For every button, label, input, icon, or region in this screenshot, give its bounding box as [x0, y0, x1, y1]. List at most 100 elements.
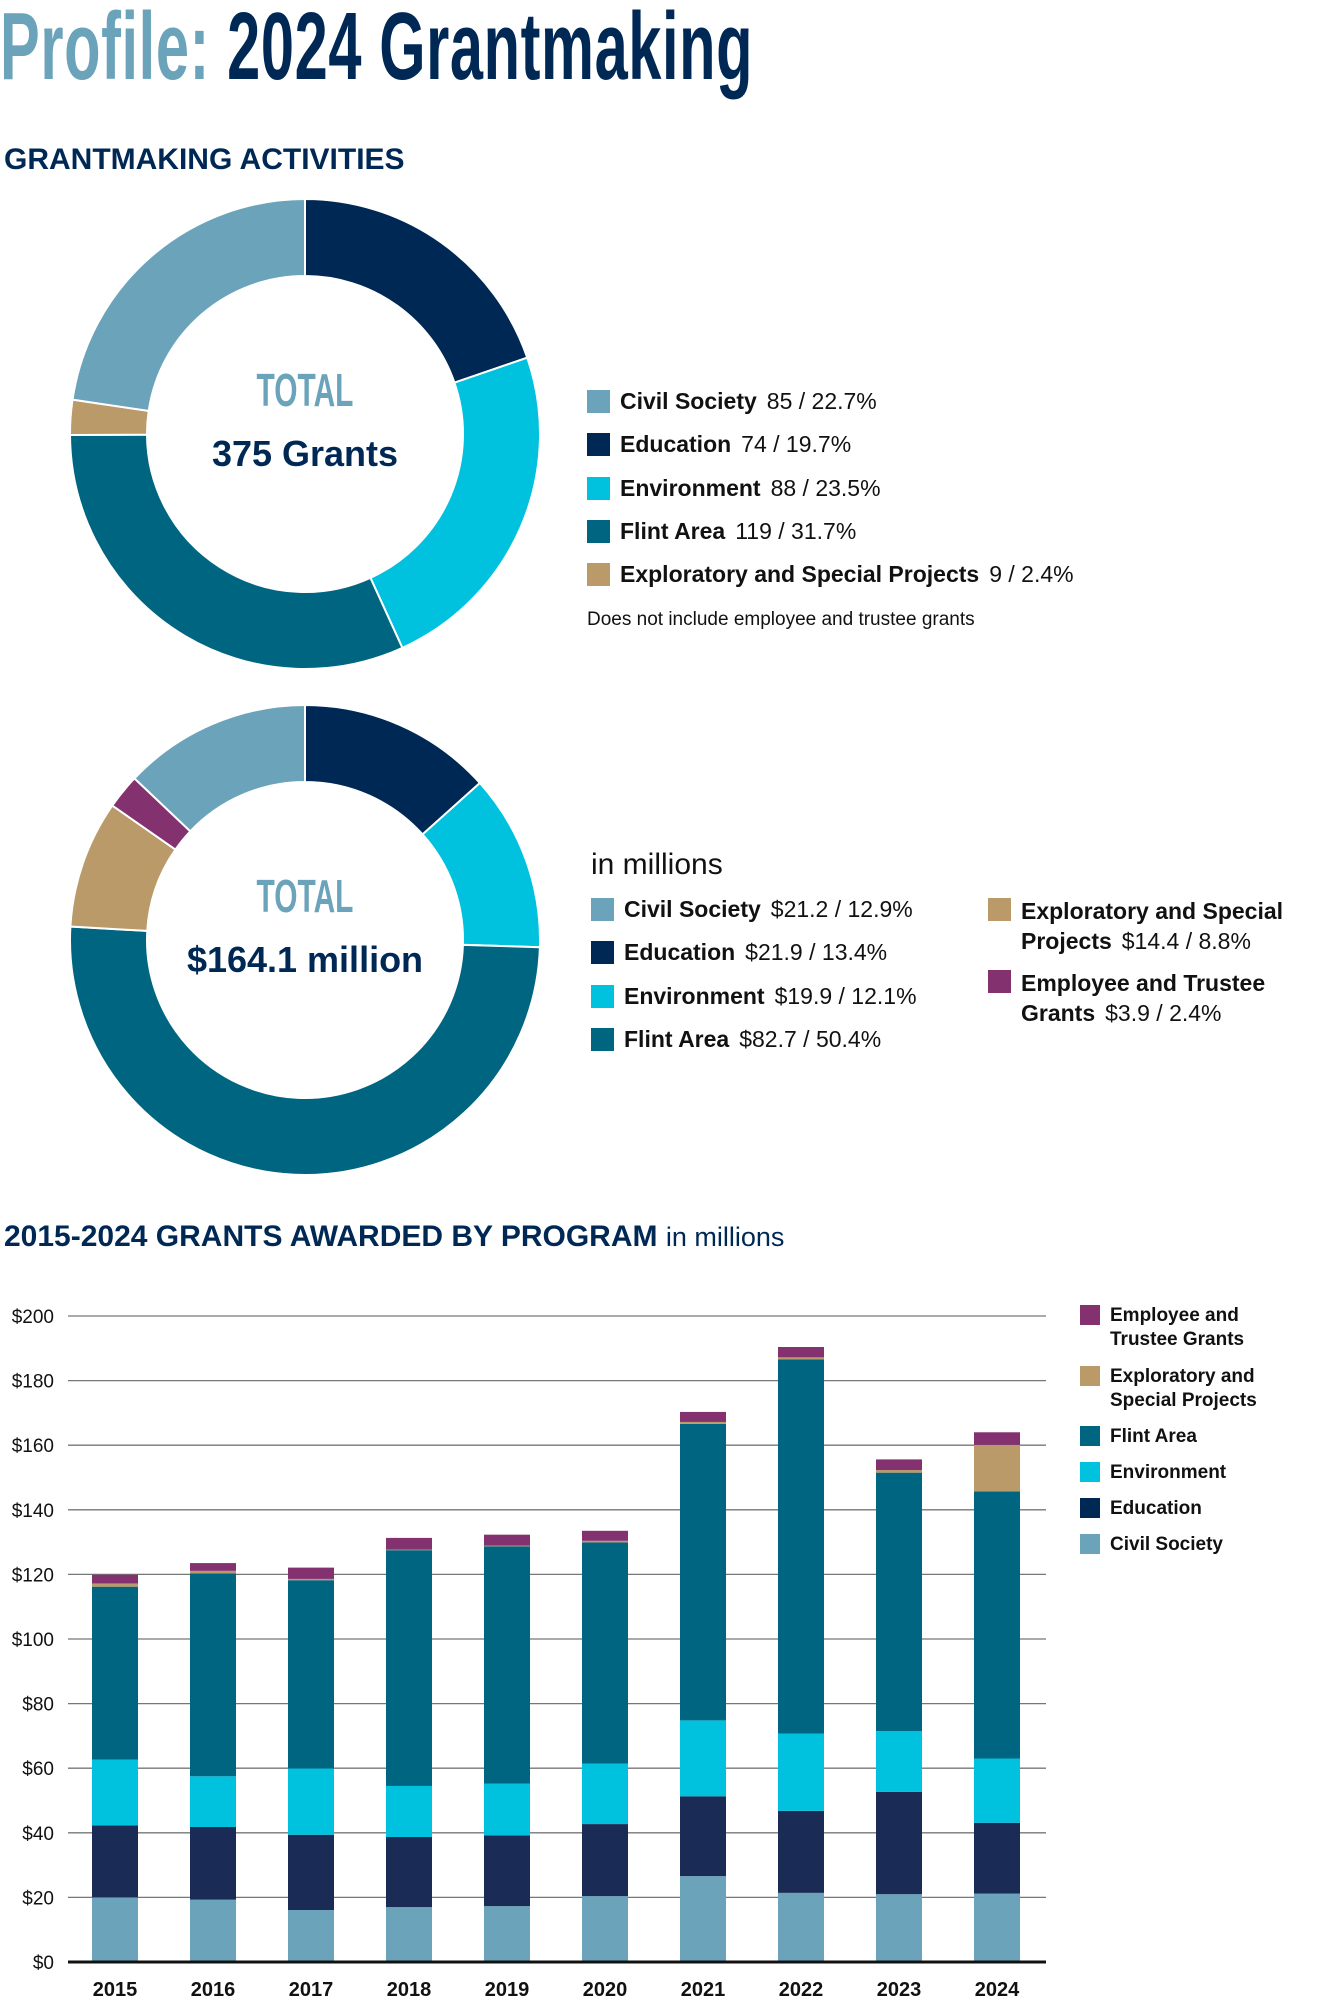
bar-segment-civil_society-2015: [92, 1897, 138, 1962]
legend-text: Education: [1110, 1497, 1212, 1521]
legend-text: Employee and Trustee Grants: [1110, 1304, 1280, 1352]
amount-unit: in millions: [591, 848, 723, 881]
bar-segment-education-2017: [288, 1834, 334, 1910]
bar-segment-education-2022: [778, 1810, 824, 1893]
legend-label: Exploratory and Special Projects: [1110, 1366, 1257, 1411]
legend-value: 9 / 2.4%: [989, 561, 1074, 588]
bar-segment-education-2021: [680, 1796, 726, 1877]
legend-text: Flint Area $82.7 / 50.4%: [624, 1026, 881, 1053]
donut-slice-environment: [369, 356, 541, 650]
bar-segment-education-2018: [386, 1836, 432, 1908]
bar-segment-flint_area-2024: [974, 1491, 1020, 1759]
legend-text: Education 74 / 19.7%: [620, 431, 851, 458]
bar-segment-civil_society-2023: [876, 1894, 922, 1962]
legend-text: Exploratory and Special Projects: [1110, 1365, 1280, 1413]
y-tick-label: $180: [12, 1372, 54, 1393]
bar-segment-exploratory-2015: [92, 1583, 138, 1587]
legend-value: $21.2 / 12.9%: [770, 896, 913, 922]
legend-item-environment: Environment 88 / 23.5%: [587, 475, 881, 502]
bar-segment-civil_society-2022: [778, 1892, 824, 1962]
bar-segment-education-2019: [484, 1835, 530, 1907]
legend-value: $21.9 / 13.4%: [745, 939, 888, 966]
bar-segment-employee_trustee-2015: [92, 1574, 138, 1584]
bar-segment-exploratory-2017: [288, 1578, 334, 1581]
legend-text: Flint Area: [1110, 1425, 1207, 1449]
bar-chart-heading: 2015-2024 GRANTS AWARDED BY PROGRAM in m…: [4, 1220, 784, 1254]
legend-swatch: [1080, 1498, 1100, 1518]
legend-label: Employee and Trustee Grants: [1021, 970, 1266, 1026]
bar-segment-exploratory-2020: [582, 1540, 628, 1543]
bar-segment-employee_trustee-2017: [288, 1567, 334, 1579]
bar-segment-employee_trustee-2023: [876, 1459, 922, 1471]
legend-swatch: [587, 563, 610, 587]
legend-text: Civil Society $21.2 / 12.9%: [624, 896, 913, 923]
y-tick-label: $140: [12, 1501, 54, 1522]
legend-text: Civil Society 85 / 22.7%: [620, 388, 877, 415]
x-tick-label: 2016: [191, 1979, 236, 2000]
legend-swatch: [988, 898, 1011, 921]
bar-segment-exploratory-2022: [778, 1357, 824, 1360]
legend-item-exploratory: Exploratory and Special Projects 9 / 2.4%: [587, 561, 1074, 588]
bar-segment-environment-2024: [974, 1758, 1020, 1823]
legend-value: 85 / 22.7%: [766, 388, 877, 414]
bar-segment-employee_trustee-2024: [974, 1432, 1020, 1445]
legend-item-environment: Environment $19.9 / 12.1%: [591, 983, 917, 1010]
legend-label: Employee and Trustee Grants: [1110, 1305, 1245, 1350]
bar-segment-environment-2016: [190, 1776, 236, 1827]
legend-text: Exploratory and Special Projects $14.4 / …: [1021, 896, 1318, 956]
legend-item-education: Education 74 / 19.7%: [587, 431, 851, 458]
legend-swatch: [1080, 1462, 1100, 1482]
legend-value: $3.9 / 2.4%: [1105, 1000, 1222, 1026]
legend-text: Employee and Trustee Grants $3.9 / 2.4%: [1021, 968, 1318, 1028]
legend-value: 119 / 31.7%: [735, 517, 857, 544]
bar-segment-civil_society-2020: [582, 1896, 628, 1962]
legend-swatch: [587, 433, 610, 457]
bar-segment-environment-2018: [386, 1785, 432, 1837]
legend-swatch: [1080, 1534, 1100, 1554]
y-tick-label: $160: [12, 1436, 54, 1457]
y-tick-label: $200: [12, 1307, 54, 1328]
legend-label: Exploratory and Special Projects: [1021, 898, 1284, 954]
x-tick-label: 2022: [779, 1979, 824, 2000]
legend-label: Education: [620, 431, 732, 458]
bar-segment-flint_area-2020: [582, 1542, 628, 1764]
legend-label: Environment: [620, 474, 761, 501]
legend-text: Exploratory and Special Projects 9 / 2.4%: [620, 561, 1074, 588]
x-tick-label: 2017: [289, 1979, 334, 2000]
donut-total-value: $164.1 million: [187, 939, 423, 980]
legend-label: Civil Society: [620, 388, 757, 414]
x-tick-label: 2019: [485, 1979, 530, 2000]
legend-label: Education: [624, 939, 736, 966]
bar-segment-exploratory-2021: [680, 1421, 726, 1424]
bar-segment-civil_society-2018: [386, 1907, 432, 1962]
bar-segment-flint_area-2015: [92, 1586, 138, 1760]
bar-segment-exploratory-2019: [484, 1545, 530, 1547]
donut-total-value: 375 Grants: [212, 433, 398, 474]
bar-segment-education-2015: [92, 1825, 138, 1898]
legend-label: Civil Society: [1110, 1534, 1223, 1555]
bar-segment-civil_society-2019: [484, 1906, 530, 1962]
bar-chart-title: 2015-2024 GRANTS AWARDED BY PROGRAM: [4, 1220, 658, 1253]
x-tick-label: 2023: [877, 1979, 922, 2000]
legend-swatch: [587, 390, 610, 413]
bar-segment-employee_trustee-2018: [386, 1537, 432, 1550]
legend-swatch: [1080, 1426, 1100, 1446]
donut-slice-civil_society: [133, 703, 306, 833]
legend-item-environment: Environment: [1080, 1461, 1280, 1485]
bar-segment-civil_society-2017: [288, 1909, 334, 1962]
bar-segment-flint_area-2016: [190, 1573, 236, 1777]
y-tick-label: $40: [22, 1824, 54, 1845]
legend-value: 74 / 19.7%: [741, 431, 852, 458]
legend-item-exploratory: Exploratory and Special Projects: [1080, 1365, 1280, 1413]
bar-segment-education-2024: [974, 1822, 1020, 1894]
legend-item-exploratory: Exploratory and Special Projects $14.4 / …: [988, 896, 1318, 956]
donut-slice-civil_society: [71, 197, 306, 413]
legend-item-civil_society: Civil Society $21.2 / 12.9%: [591, 896, 913, 923]
y-tick-label: $20: [22, 1888, 54, 1909]
title-prefix: Profile:: [0, 0, 210, 100]
legend-text: Environment $19.9 / 12.1%: [624, 983, 917, 1010]
legend-label: Flint Area: [620, 517, 726, 544]
legend-swatch: [591, 1027, 614, 1051]
y-tick-label: $0: [33, 1953, 54, 1974]
